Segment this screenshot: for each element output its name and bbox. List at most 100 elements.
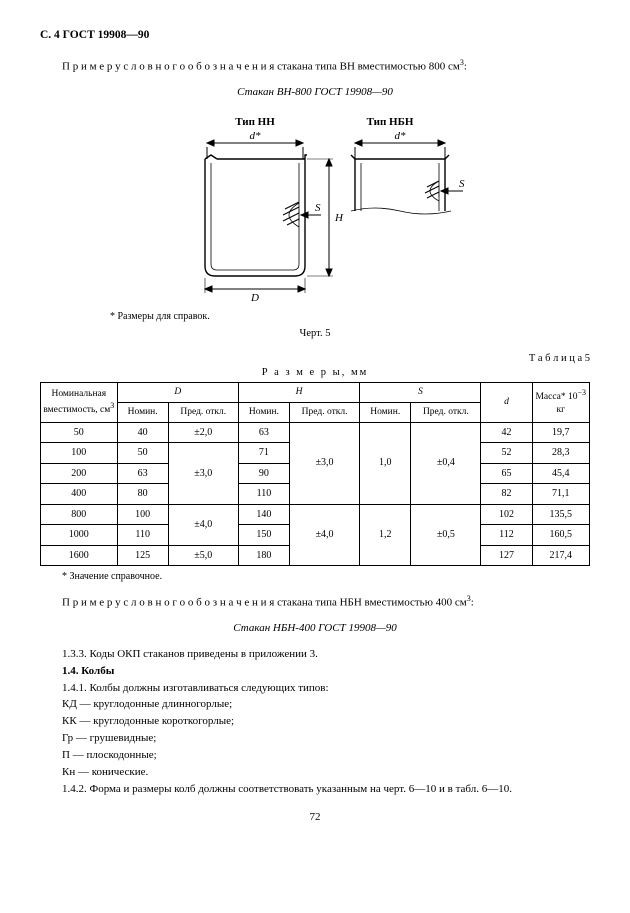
cell: 19,7 [532,422,589,443]
cell: 50 [41,422,118,443]
th-d: d [481,382,532,422]
svg-text:d*: d* [250,130,262,142]
cell: 135,5 [532,504,589,525]
cell: 127 [481,545,532,566]
l3: Гр — грушевидные; [40,731,590,746]
dimensions-table: Номинальная вместимость, см3 D H S d Мас… [40,382,590,566]
cell: ±3,0 [168,443,238,505]
cell: 82 [481,484,532,505]
cell: ±0,5 [411,504,481,566]
svg-text:H: H [334,212,344,224]
th-mass-sup: −3 [578,388,587,397]
th-S: S [360,382,481,402]
th-nom-sup: 3 [110,401,114,410]
cell: 100 [117,504,168,525]
cell: ±4,0 [168,504,238,545]
cell: 71,1 [532,484,589,505]
th-Sp: Пред. откл. [411,402,481,422]
cell: ±0,4 [411,422,481,504]
svg-text:Тип НН: Тип НН [235,116,275,128]
table-footnote: * Значение справочное. [40,570,590,584]
p-133: 1.3.3. Коды ОКП стаканов приведены в при… [40,647,590,662]
svg-text:S: S [459,178,465,190]
th-H: H [238,382,359,402]
cell: 100 [41,443,118,464]
th-nom: Номинальная вместимость, см [43,389,110,415]
example1-tail: : [464,60,467,72]
page-root: С. 4 ГОСТ 19908—90 П р и м е р у с л о в… [0,0,630,845]
th-Sn: Номин. [360,402,411,422]
example2-rest: стакана типа НБН вместимостью 400 см [274,596,466,608]
l2: КК — круглодонные короткогорлые; [40,714,590,729]
th-D: D [117,382,238,402]
page-number: 72 [40,810,590,825]
cell: 200 [41,463,118,484]
p-141: 1.4.1. Колбы должны изготавливаться след… [40,681,590,696]
th-Dp: Пред. откл. [168,402,238,422]
figure-svg: Тип НН Тип НБН d* [145,111,485,306]
cell: 800 [41,504,118,525]
cell: 400 [41,484,118,505]
example-1: П р и м е р у с л о в н о г о о б о з н … [40,58,590,75]
p-142: 1.4.2. Форма и размеры колб должны соотв… [40,782,590,797]
p-14: 1.4. Колбы [40,664,590,679]
table-row: 50 40 ±2,0 63 ±3,0 1,0 ±0,4 42 19,7 [41,422,590,443]
example1-rest: стакана типа ВН вместимостью 800 см [274,60,459,72]
cell: 71 [238,443,289,464]
cell: 63 [117,463,168,484]
example2-prefix: П р и м е р у с л о в н о г о о б о з н … [62,596,274,608]
cell: 180 [238,545,289,566]
p-14-b: 1.4. Колбы [62,665,114,677]
cell: 90 [238,463,289,484]
cell: 80 [117,484,168,505]
cell: 40 [117,422,168,443]
svg-text:Тип НБН: Тип НБН [367,116,414,128]
figure-note: * Размеры для справок. [110,310,590,324]
body-text: 1.3.3. Коды ОКП стаканов приведены в при… [40,647,590,797]
cell: 1,2 [360,504,411,566]
cell: 217,4 [532,545,589,566]
th-mass-tail: кг [557,405,566,415]
table-label: Т а б л и ц а 5 [40,352,590,366]
cell: 150 [238,525,289,546]
cell: 102 [481,504,532,525]
cell: 28,3 [532,443,589,464]
cell: 63 [238,422,289,443]
example1-designation: Стакан ВН-800 ГОСТ 19908—90 [40,85,590,100]
example1-prefix: П р и м е р у с л о в н о г о о б о з н … [62,60,274,72]
cell: ±5,0 [168,545,238,566]
cell: 160,5 [532,525,589,546]
cell: 110 [238,484,289,505]
example-2: П р и м е р у с л о в н о г о о б о з н … [40,594,590,611]
th-Hn: Номин. [238,402,289,422]
svg-text:S: S [315,202,321,214]
th-Dn: Номин. [117,402,168,422]
cell: 140 [238,504,289,525]
cell: 110 [117,525,168,546]
th-Hp: Пред. откл. [289,402,359,422]
cell: ±4,0 [289,504,359,566]
figure-5: Тип НН Тип НБН d* [40,111,590,342]
cell: 125 [117,545,168,566]
page-header: С. 4 ГОСТ 19908—90 [40,28,590,44]
cell: 42 [481,422,532,443]
cell: 1600 [41,545,118,566]
cell: 52 [481,443,532,464]
cell: 1,0 [360,422,411,504]
figure-caption: Черт. 5 [40,327,590,341]
svg-text:d*: d* [395,130,407,142]
cell: 50 [117,443,168,464]
cell: 112 [481,525,532,546]
th-mass: Масса* 10 [535,392,577,402]
cell: ±3,0 [289,422,359,504]
cell: 65 [481,463,532,484]
cell: ±2,0 [168,422,238,443]
svg-text:D: D [250,292,259,304]
table-row: 800 100 ±4,0 140 ±4,0 1,2 ±0,5 102 135,5 [41,504,590,525]
example2-tail: : [471,596,474,608]
l4: П — плоскодонные; [40,748,590,763]
table-title: Р а з м е р ы, мм [40,366,590,380]
l5: Кн — конические. [40,765,590,780]
l1: КД — круглодонные длинногорлые; [40,697,590,712]
cell: 45,4 [532,463,589,484]
